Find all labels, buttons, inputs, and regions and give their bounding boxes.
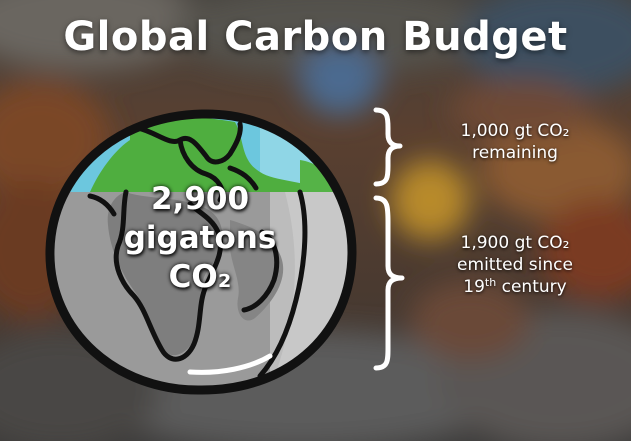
remaining-annotation: 1,000 gt CO₂ remaining [415, 120, 615, 164]
emitted-amount: 1,900 gt CO₂ [460, 233, 570, 253]
total-budget-gas: CO₂ [168, 259, 232, 295]
remaining-caption: remaining [472, 143, 558, 163]
remaining-brace-icon [373, 107, 403, 187]
emitted-brace-icon [373, 195, 405, 371]
century-ordinal: th [484, 276, 497, 289]
slide-title: Global Carbon Budget [63, 14, 568, 60]
earth-globe-icon [45, 109, 357, 395]
total-budget-unit: gigatons [123, 220, 277, 256]
total-budget-label: 2,900 gigatons CO₂ [100, 180, 300, 297]
century-word: century [496, 277, 567, 297]
remaining-amount: 1,000 gt CO₂ [460, 121, 570, 141]
emitted-caption: emitted since [457, 255, 573, 275]
emitted-annotation: 1,900 gt CO₂ emitted since 19th century [415, 232, 615, 298]
century-number: 19 [463, 277, 485, 297]
emitted-century: 19th century [415, 276, 615, 298]
curly-braces-icon [373, 107, 405, 371]
total-budget-value: 2,900 [150, 181, 250, 217]
